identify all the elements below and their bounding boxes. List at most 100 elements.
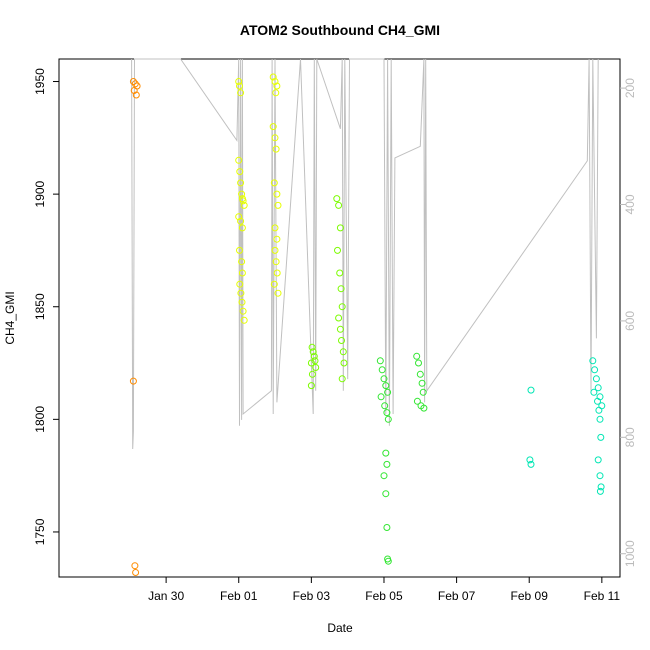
data-point bbox=[527, 386, 535, 394]
data-point bbox=[380, 472, 388, 480]
data-point bbox=[238, 190, 246, 198]
data-point bbox=[235, 78, 243, 85]
x-tick-label: Feb 09 bbox=[511, 589, 549, 603]
y-axis: 1750 1800 1850 1900 1950 bbox=[33, 68, 59, 545]
data-point bbox=[270, 280, 278, 288]
data-point bbox=[312, 364, 320, 371]
data-point bbox=[335, 314, 343, 322]
data-point bbox=[338, 337, 345, 344]
series-2 bbox=[307, 195, 348, 390]
data-point bbox=[420, 404, 428, 412]
data-point bbox=[131, 562, 139, 570]
y-right-tick-label: 400 bbox=[623, 194, 637, 214]
data-point bbox=[272, 145, 280, 153]
data-point bbox=[377, 393, 385, 401]
data-point bbox=[307, 359, 315, 367]
data-point bbox=[240, 316, 248, 324]
data-point bbox=[384, 557, 392, 565]
data-point bbox=[590, 388, 598, 396]
data-point bbox=[338, 303, 346, 311]
data-point bbox=[236, 82, 243, 90]
data-point bbox=[336, 325, 344, 333]
data-points-layer bbox=[129, 73, 606, 576]
data-point bbox=[594, 384, 602, 392]
x-tick-label: Feb 11 bbox=[584, 589, 621, 603]
data-point bbox=[339, 348, 347, 356]
data-point bbox=[376, 357, 384, 365]
data-point bbox=[595, 406, 603, 414]
data-point bbox=[273, 190, 281, 198]
data-point bbox=[380, 375, 388, 383]
data-point bbox=[129, 78, 137, 85]
data-point bbox=[382, 382, 390, 390]
chart-title: ATOM2 Southbound CH4_GMI bbox=[240, 22, 440, 38]
x-tick-label: Feb 05 bbox=[365, 589, 403, 603]
data-point bbox=[240, 201, 248, 209]
data-point bbox=[383, 460, 391, 468]
series-3 bbox=[376, 352, 428, 565]
y-tick-label: 1950 bbox=[33, 68, 47, 95]
data-point bbox=[238, 298, 246, 306]
data-point bbox=[382, 449, 390, 457]
data-point bbox=[384, 388, 392, 396]
data-point bbox=[309, 348, 317, 356]
x-tick-label: Feb 03 bbox=[293, 589, 331, 603]
data-point bbox=[335, 201, 343, 209]
data-point bbox=[271, 224, 279, 232]
data-point bbox=[597, 483, 605, 491]
data-point bbox=[272, 258, 280, 266]
data-point bbox=[413, 397, 421, 405]
data-point bbox=[273, 269, 281, 277]
y-right-tick-label: 800 bbox=[623, 427, 637, 447]
data-point bbox=[594, 456, 602, 464]
data-point bbox=[132, 569, 140, 576]
data-point bbox=[333, 195, 341, 203]
data-point bbox=[236, 246, 243, 254]
data-point bbox=[270, 179, 278, 187]
data-point bbox=[236, 280, 244, 288]
data-point bbox=[591, 366, 599, 374]
y-right-tick-label: 200 bbox=[623, 78, 637, 98]
data-point bbox=[383, 409, 391, 417]
y-right-tick-label: 600 bbox=[623, 311, 637, 331]
y-tick-label: 1900 bbox=[33, 180, 47, 207]
series-1 bbox=[235, 73, 282, 324]
data-point bbox=[274, 289, 282, 297]
data-point bbox=[237, 289, 245, 297]
data-point bbox=[129, 377, 137, 385]
data-point bbox=[526, 456, 534, 464]
data-point bbox=[378, 366, 386, 374]
data-point bbox=[334, 246, 341, 254]
data-point bbox=[416, 370, 424, 378]
data-point bbox=[273, 235, 281, 243]
data-point bbox=[338, 375, 346, 383]
data-point bbox=[269, 123, 277, 131]
plot-frame bbox=[58, 58, 621, 578]
data-point bbox=[271, 134, 279, 142]
pressure-trace-line bbox=[131, 58, 599, 450]
data-point bbox=[308, 343, 316, 351]
data-point bbox=[419, 388, 427, 396]
data-point bbox=[269, 73, 277, 81]
series-4 bbox=[526, 357, 606, 495]
series-0 bbox=[129, 78, 141, 576]
data-point bbox=[594, 397, 601, 405]
data-point bbox=[340, 359, 348, 367]
data-point bbox=[415, 359, 422, 367]
x-axis-label: Date bbox=[327, 621, 353, 635]
y-right-tick-label: 1000 bbox=[623, 540, 637, 567]
data-point bbox=[237, 179, 245, 187]
y-tick-label: 1850 bbox=[33, 293, 47, 320]
data-point bbox=[597, 433, 605, 441]
x-tick-label: Jan 30 bbox=[148, 589, 184, 603]
data-point bbox=[592, 375, 600, 383]
data-point bbox=[310, 352, 318, 360]
data-point bbox=[413, 352, 421, 360]
data-point bbox=[239, 307, 247, 315]
data-point bbox=[238, 258, 246, 266]
data-point bbox=[596, 487, 604, 495]
data-point bbox=[238, 224, 246, 232]
data-point bbox=[235, 213, 243, 221]
data-point bbox=[383, 524, 391, 531]
